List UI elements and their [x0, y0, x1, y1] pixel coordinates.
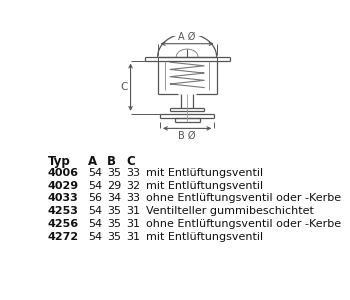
Text: B: B — [107, 155, 116, 168]
Text: C: C — [120, 82, 127, 92]
Text: 31: 31 — [127, 232, 141, 242]
Text: A Ø: A Ø — [178, 32, 196, 41]
Text: 34: 34 — [107, 194, 121, 203]
Text: mit Entlüftungsventil: mit Entlüftungsventil — [146, 181, 263, 191]
Text: 4033: 4033 — [48, 194, 78, 203]
Text: 4006: 4006 — [48, 168, 79, 178]
Text: Ventilteller gummibeschichtet: Ventilteller gummibeschichtet — [146, 206, 314, 216]
Text: mit Entlüftungsventil: mit Entlüftungsventil — [146, 232, 263, 242]
Text: 35: 35 — [107, 206, 121, 216]
Text: 29: 29 — [107, 181, 121, 191]
Text: 35: 35 — [107, 219, 121, 229]
Text: C: C — [127, 155, 135, 168]
Text: 54: 54 — [88, 232, 102, 242]
Text: ohne Entlüftungsventil oder -Kerbe: ohne Entlüftungsventil oder -Kerbe — [146, 219, 341, 229]
Text: ohne Entlüftungsventil oder -Kerbe: ohne Entlüftungsventil oder -Kerbe — [146, 194, 341, 203]
Text: 35: 35 — [107, 168, 121, 178]
Text: 33: 33 — [127, 194, 141, 203]
Text: 54: 54 — [88, 181, 102, 191]
Text: 56: 56 — [88, 194, 102, 203]
Text: A: A — [88, 155, 97, 168]
Text: 4272: 4272 — [48, 232, 79, 242]
Text: 54: 54 — [88, 219, 102, 229]
Text: 35: 35 — [107, 232, 121, 242]
Text: 4253: 4253 — [48, 206, 78, 216]
Text: 31: 31 — [127, 206, 141, 216]
Text: B Ø: B Ø — [178, 131, 196, 141]
Text: Typ: Typ — [48, 155, 70, 168]
Text: 54: 54 — [88, 168, 102, 178]
Text: 4029: 4029 — [48, 181, 79, 191]
Text: 4256: 4256 — [48, 219, 79, 229]
Text: 54: 54 — [88, 206, 102, 216]
Text: 33: 33 — [127, 168, 141, 178]
Text: 32: 32 — [127, 181, 141, 191]
Text: 31: 31 — [127, 219, 141, 229]
Text: mit Entlüftungsventil: mit Entlüftungsventil — [146, 168, 263, 178]
